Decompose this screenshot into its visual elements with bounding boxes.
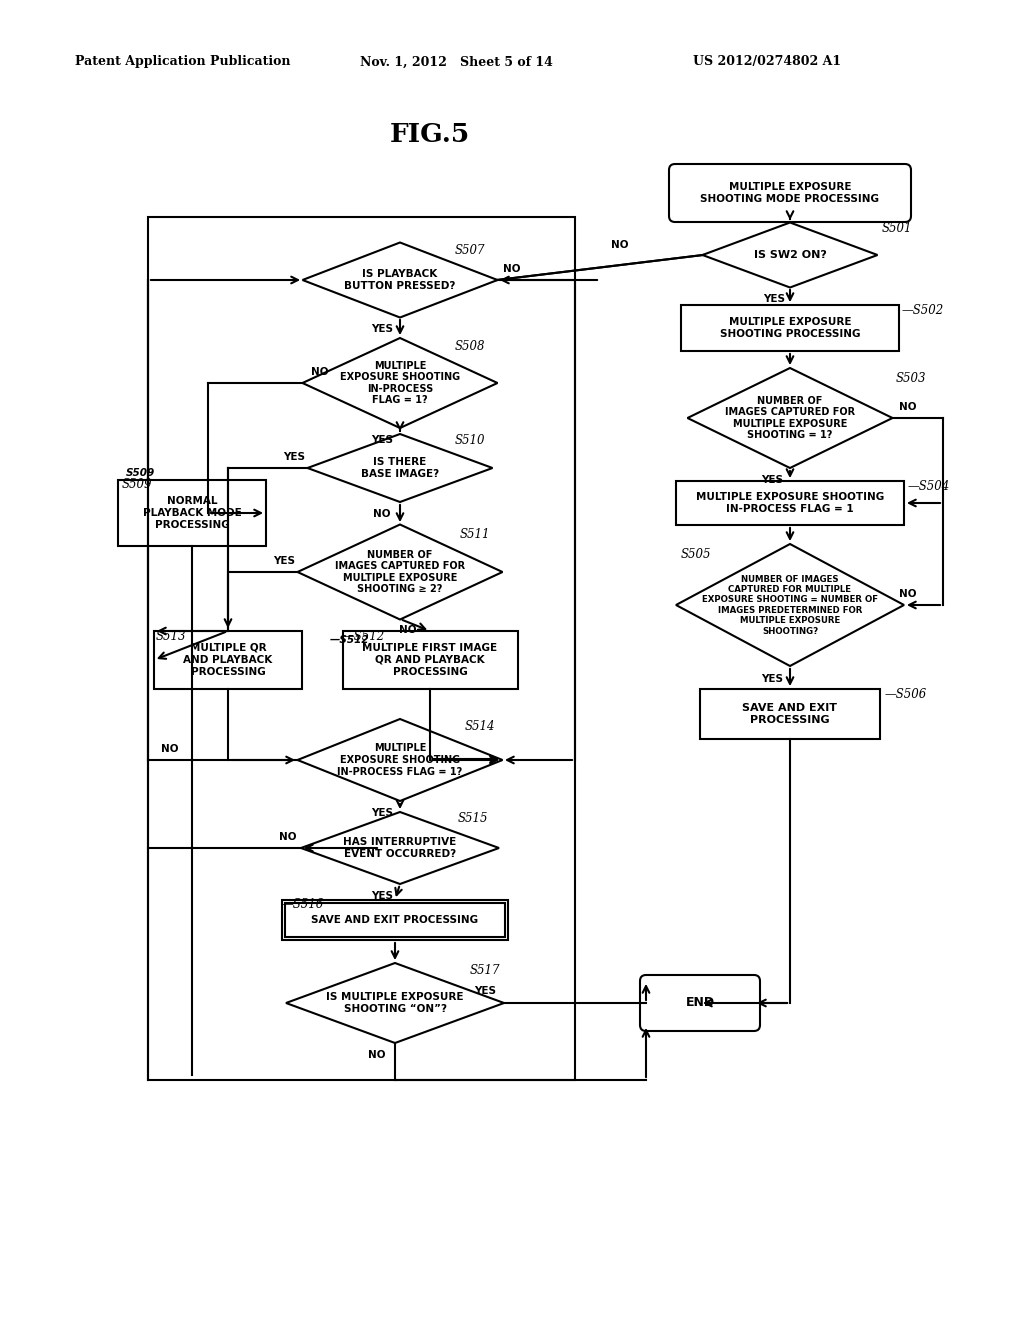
Text: S503: S503 [896, 371, 927, 384]
Text: NO: NO [399, 624, 417, 635]
Text: NO: NO [161, 744, 179, 754]
Text: MULTIPLE EXPOSURE
SHOOTING PROCESSING: MULTIPLE EXPOSURE SHOOTING PROCESSING [720, 317, 860, 339]
Text: —S502: —S502 [902, 304, 944, 317]
Text: Nov. 1, 2012   Sheet 5 of 14: Nov. 1, 2012 Sheet 5 of 14 [360, 55, 553, 69]
Text: NORMAL
PLAYBACK MODE
PROCESSING: NORMAL PLAYBACK MODE PROCESSING [142, 495, 242, 531]
Text: NO: NO [899, 589, 916, 599]
Text: NO: NO [611, 240, 629, 249]
Polygon shape [298, 524, 503, 619]
Text: NO: NO [899, 403, 916, 412]
Bar [342, 631, 517, 689]
FancyBboxPatch shape [640, 975, 760, 1031]
Bar [285, 903, 505, 937]
Text: —S506: —S506 [885, 688, 928, 701]
Text: US 2012/0274802 A1: US 2012/0274802 A1 [693, 55, 841, 69]
FancyBboxPatch shape [669, 164, 911, 222]
Polygon shape [286, 964, 504, 1043]
Polygon shape [301, 812, 499, 884]
Text: —S512: —S512 [330, 635, 370, 645]
Text: MULTIPLE FIRST IMAGE
QR AND PLAYBACK
PROCESSING: MULTIPLE FIRST IMAGE QR AND PLAYBACK PRO… [362, 643, 498, 677]
Text: YES: YES [273, 556, 295, 566]
Text: S517: S517 [470, 965, 501, 978]
Text: IS THERE
BASE IMAGE?: IS THERE BASE IMAGE? [360, 457, 439, 479]
Polygon shape [702, 223, 878, 288]
Text: NUMBER OF
IMAGES CAPTURED FOR
MULTIPLE EXPOSURE
SHOOTING ≥ 2?: NUMBER OF IMAGES CAPTURED FOR MULTIPLE E… [335, 549, 465, 594]
Bar [118, 480, 266, 546]
Text: Patent Application Publication: Patent Application Publication [75, 55, 291, 69]
Polygon shape [302, 338, 498, 428]
Text: S507: S507 [455, 243, 485, 256]
Text: NO: NO [503, 264, 521, 275]
Text: SAVE AND EXIT PROCESSING: SAVE AND EXIT PROCESSING [311, 915, 478, 925]
Text: S513: S513 [156, 631, 186, 644]
Polygon shape [298, 719, 503, 801]
Bar [282, 900, 508, 940]
Text: FIG.5: FIG.5 [390, 123, 470, 148]
Text: NO: NO [311, 367, 329, 378]
Text: YES: YES [761, 475, 783, 484]
Text: YES: YES [371, 323, 393, 334]
Bar [676, 480, 904, 525]
Text: S501: S501 [882, 222, 912, 235]
Text: MULTIPLE
EXPOSURE SHOOTING
IN-PROCESS
FLAG = 1?: MULTIPLE EXPOSURE SHOOTING IN-PROCESS FL… [340, 360, 460, 405]
Polygon shape [302, 243, 498, 318]
Text: YES: YES [761, 675, 783, 684]
Text: MULTIPLE EXPOSURE SHOOTING
IN-PROCESS FLAG = 1: MULTIPLE EXPOSURE SHOOTING IN-PROCESS FL… [696, 492, 884, 515]
Bar [700, 689, 880, 739]
Text: —S516: —S516 [282, 898, 325, 911]
Text: —S504: —S504 [908, 479, 950, 492]
Text: MULTIPLE QR
AND PLAYBACK
PROCESSING: MULTIPLE QR AND PLAYBACK PROCESSING [183, 643, 272, 677]
Text: HAS INTERRUPTIVE
EVENT OCCURRED?: HAS INTERRUPTIVE EVENT OCCURRED? [343, 837, 457, 859]
Text: YES: YES [474, 986, 496, 997]
Text: S508: S508 [455, 339, 485, 352]
Text: S505: S505 [681, 549, 712, 561]
Text: YES: YES [283, 451, 305, 462]
Polygon shape [676, 544, 904, 667]
Text: IS SW2 ON?: IS SW2 ON? [754, 249, 826, 260]
Text: NO: NO [374, 510, 391, 519]
Text: IS MULTIPLE EXPOSURE
SHOOTING “ON”?: IS MULTIPLE EXPOSURE SHOOTING “ON”? [327, 993, 464, 1014]
Text: S514: S514 [465, 721, 496, 734]
Text: NO: NO [280, 832, 297, 842]
Bar [148, 216, 575, 1080]
Text: IS PLAYBACK
BUTTON PRESSED?: IS PLAYBACK BUTTON PRESSED? [344, 269, 456, 290]
Text: SAVE AND EXIT
PROCESSING: SAVE AND EXIT PROCESSING [742, 702, 838, 725]
Text: S515: S515 [458, 813, 488, 825]
Text: MULTIPLE
EXPOSURE SHOOTING
IN-PROCESS FLAG = 1?: MULTIPLE EXPOSURE SHOOTING IN-PROCESS FL… [337, 743, 463, 776]
Text: —S512: —S512 [343, 631, 385, 644]
Text: S511: S511 [460, 528, 490, 540]
Text: NUMBER OF IMAGES
CAPTURED FOR MULTIPLE
EXPOSURE SHOOTING = NUMBER OF
IMAGES PRED: NUMBER OF IMAGES CAPTURED FOR MULTIPLE E… [702, 574, 878, 635]
Text: S509: S509 [125, 469, 155, 478]
Text: NUMBER OF
IMAGES CAPTURED FOR
MULTIPLE EXPOSURE
SHOOTING = 1?: NUMBER OF IMAGES CAPTURED FOR MULTIPLE E… [725, 396, 855, 441]
Text: END: END [685, 997, 715, 1010]
Text: NO: NO [369, 1049, 386, 1060]
Text: S509: S509 [122, 479, 153, 491]
Bar [681, 305, 899, 351]
Text: S510: S510 [455, 434, 485, 447]
Polygon shape [687, 368, 893, 469]
Text: YES: YES [763, 294, 785, 304]
Text: MULTIPLE EXPOSURE
SHOOTING MODE PROCESSING: MULTIPLE EXPOSURE SHOOTING MODE PROCESSI… [700, 182, 880, 205]
Text: YES: YES [371, 436, 393, 445]
Bar [154, 631, 302, 689]
Text: YES: YES [371, 891, 393, 902]
Polygon shape [307, 434, 493, 502]
Text: YES: YES [371, 808, 393, 818]
